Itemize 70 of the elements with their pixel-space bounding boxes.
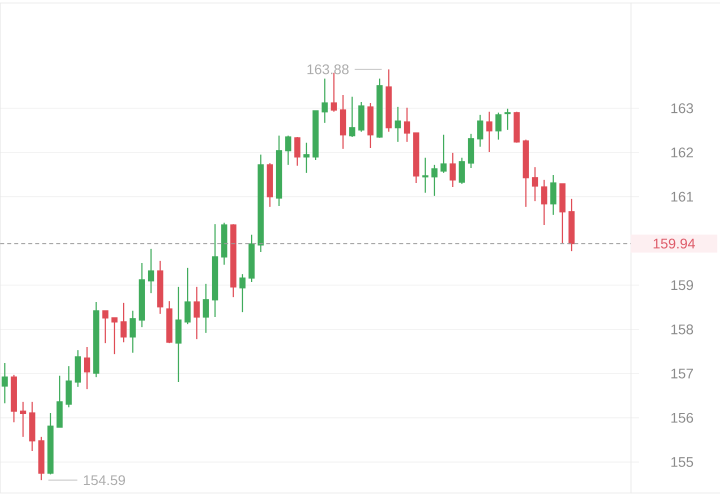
candlestick bbox=[148, 248, 154, 294]
annotation: 163.88 bbox=[307, 64, 349, 74]
candlestick bbox=[2, 362, 8, 404]
candlestick bbox=[157, 260, 164, 314]
candlestick bbox=[431, 164, 438, 196]
candlestick bbox=[74, 350, 81, 388]
candlestick bbox=[194, 286, 200, 340]
y-tick-label: 162 bbox=[671, 148, 693, 158]
candlestick bbox=[322, 78, 328, 124]
y-tick-label: 163 bbox=[671, 103, 694, 114]
y-tick-label: 156 bbox=[671, 412, 694, 423]
candlestick bbox=[532, 166, 538, 202]
candlestick bbox=[440, 134, 447, 174]
candlestick bbox=[477, 114, 484, 148]
candlestick bbox=[212, 224, 218, 318]
candlestick bbox=[386, 68, 392, 132]
candlestick bbox=[422, 157, 428, 194]
candlestick bbox=[312, 110, 319, 161]
candlestick bbox=[358, 101, 364, 132]
candlestick bbox=[266, 162, 273, 208]
candlestick bbox=[221, 222, 228, 266]
y-tick-label: 159 bbox=[671, 280, 694, 290]
candlestick bbox=[294, 136, 300, 166]
candlestick bbox=[230, 224, 236, 298]
candlestick bbox=[285, 135, 292, 166]
candlestick bbox=[367, 102, 374, 149]
candlestick bbox=[47, 412, 54, 476]
candlestick bbox=[376, 78, 383, 138]
candlestick bbox=[166, 300, 172, 344]
candlestick bbox=[303, 142, 310, 174]
candlestick bbox=[84, 346, 90, 390]
candlestick bbox=[38, 436, 44, 481]
candlestick bbox=[248, 234, 255, 283]
y-tick-label: 155 bbox=[671, 457, 694, 467]
candlestick bbox=[349, 96, 356, 138]
candlestick bbox=[568, 198, 575, 252]
candlestick bbox=[458, 157, 465, 184]
candlestick bbox=[468, 133, 474, 169]
candlestick bbox=[56, 375, 63, 428]
candlestick bbox=[138, 262, 145, 328]
candlestick bbox=[340, 94, 346, 150]
candlestick bbox=[130, 310, 136, 354]
candlestick bbox=[10, 374, 17, 423]
ref-line-label: 159.94 bbox=[654, 238, 695, 249]
candlestick bbox=[93, 301, 100, 378]
candlestick bbox=[541, 179, 548, 226]
candlestick bbox=[394, 106, 401, 142]
y-tick-label: 157 bbox=[671, 368, 693, 378]
candlestick bbox=[413, 132, 420, 184]
candlestick bbox=[559, 183, 566, 244]
candlestick bbox=[29, 401, 36, 452]
y-tick-label: 161 bbox=[671, 192, 693, 202]
candlestick bbox=[102, 310, 108, 344]
candlestick bbox=[184, 267, 191, 325]
candlestick bbox=[404, 107, 410, 142]
candlestick bbox=[66, 365, 72, 408]
candlestick bbox=[258, 154, 264, 253]
candlestick bbox=[120, 302, 127, 343]
candlestick bbox=[550, 174, 556, 216]
candlestick bbox=[486, 111, 492, 153]
y-tick-label: 158 bbox=[671, 324, 694, 334]
candlestick bbox=[495, 112, 502, 140]
candlestick bbox=[450, 152, 456, 188]
candlestick bbox=[514, 111, 520, 144]
candlestick bbox=[239, 273, 246, 313]
candlestick bbox=[276, 135, 282, 207]
candlestick bbox=[522, 139, 529, 208]
candlestick bbox=[202, 283, 209, 334]
annotation: 154.59 bbox=[84, 475, 125, 486]
candlestick bbox=[175, 286, 182, 383]
